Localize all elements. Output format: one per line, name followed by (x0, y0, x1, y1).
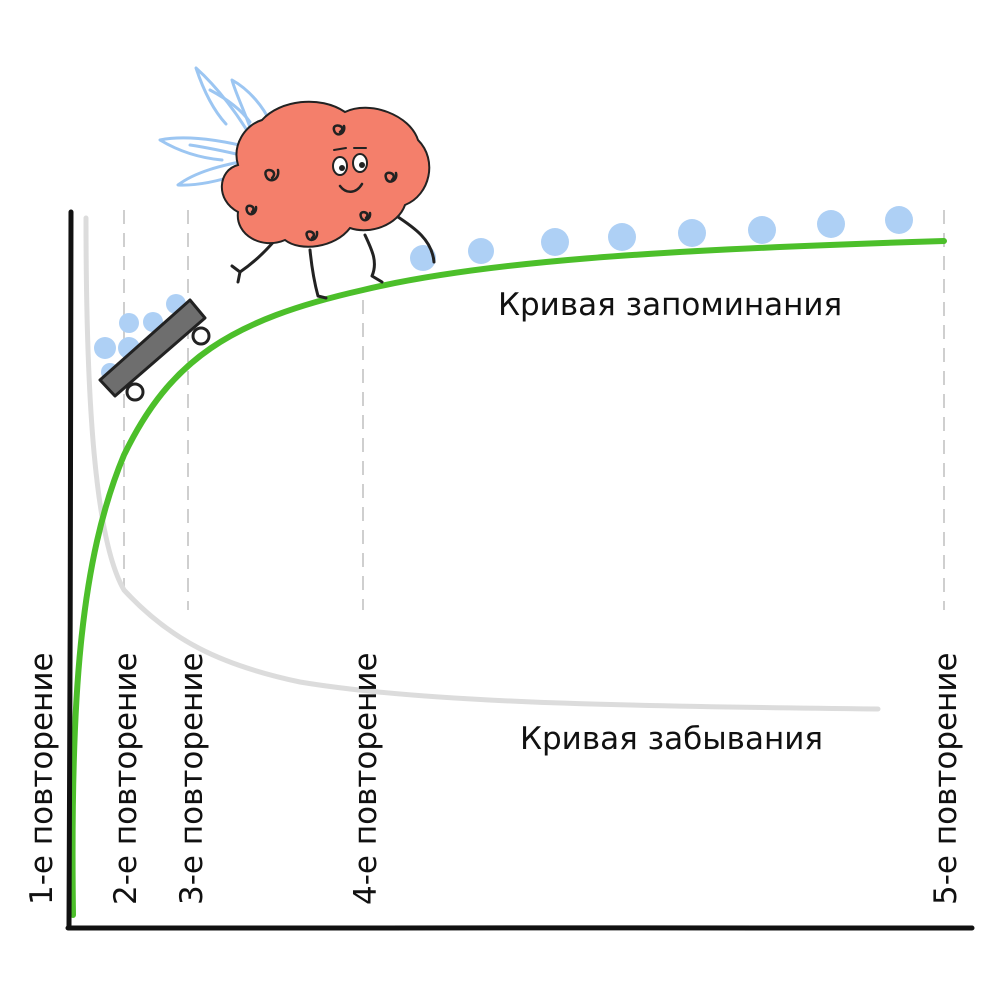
memory-dot (748, 216, 776, 244)
memorization-curve-label: Кривая запоминания (498, 287, 842, 323)
memory-dot (885, 206, 913, 234)
repetition-guides (123, 210, 945, 610)
memory-dot (608, 223, 636, 251)
memory-dot (119, 313, 139, 333)
brain-face (332, 147, 368, 193)
repetition-label-2: 2-е повторение (108, 652, 144, 905)
brain-body (220, 100, 431, 248)
axes (65, 209, 975, 931)
repetition-label-4: 4-е повторение (348, 652, 384, 905)
repetition-label-5: 5-е повторение (928, 652, 964, 905)
memory-dot (541, 228, 569, 256)
memorization-curve (69, 238, 947, 918)
memory-dot (468, 238, 494, 264)
memory-dot (678, 219, 706, 247)
x-axis (65, 925, 975, 931)
repetition-label-3: 3-е повторение (174, 652, 210, 905)
skateboard-icon (98, 298, 211, 402)
forgetting-curve-label: Кривая забывания (520, 721, 823, 757)
y-axis (66, 209, 74, 931)
forgetting-curve (83, 215, 881, 712)
brain-curls (245, 124, 398, 242)
memory-dot (410, 245, 436, 271)
memory-dot (817, 210, 845, 238)
memory-dot (94, 337, 116, 359)
repetition-label-1: 1-е повторение (24, 652, 60, 905)
flying-brain-on-skateboard-icon (98, 66, 436, 402)
